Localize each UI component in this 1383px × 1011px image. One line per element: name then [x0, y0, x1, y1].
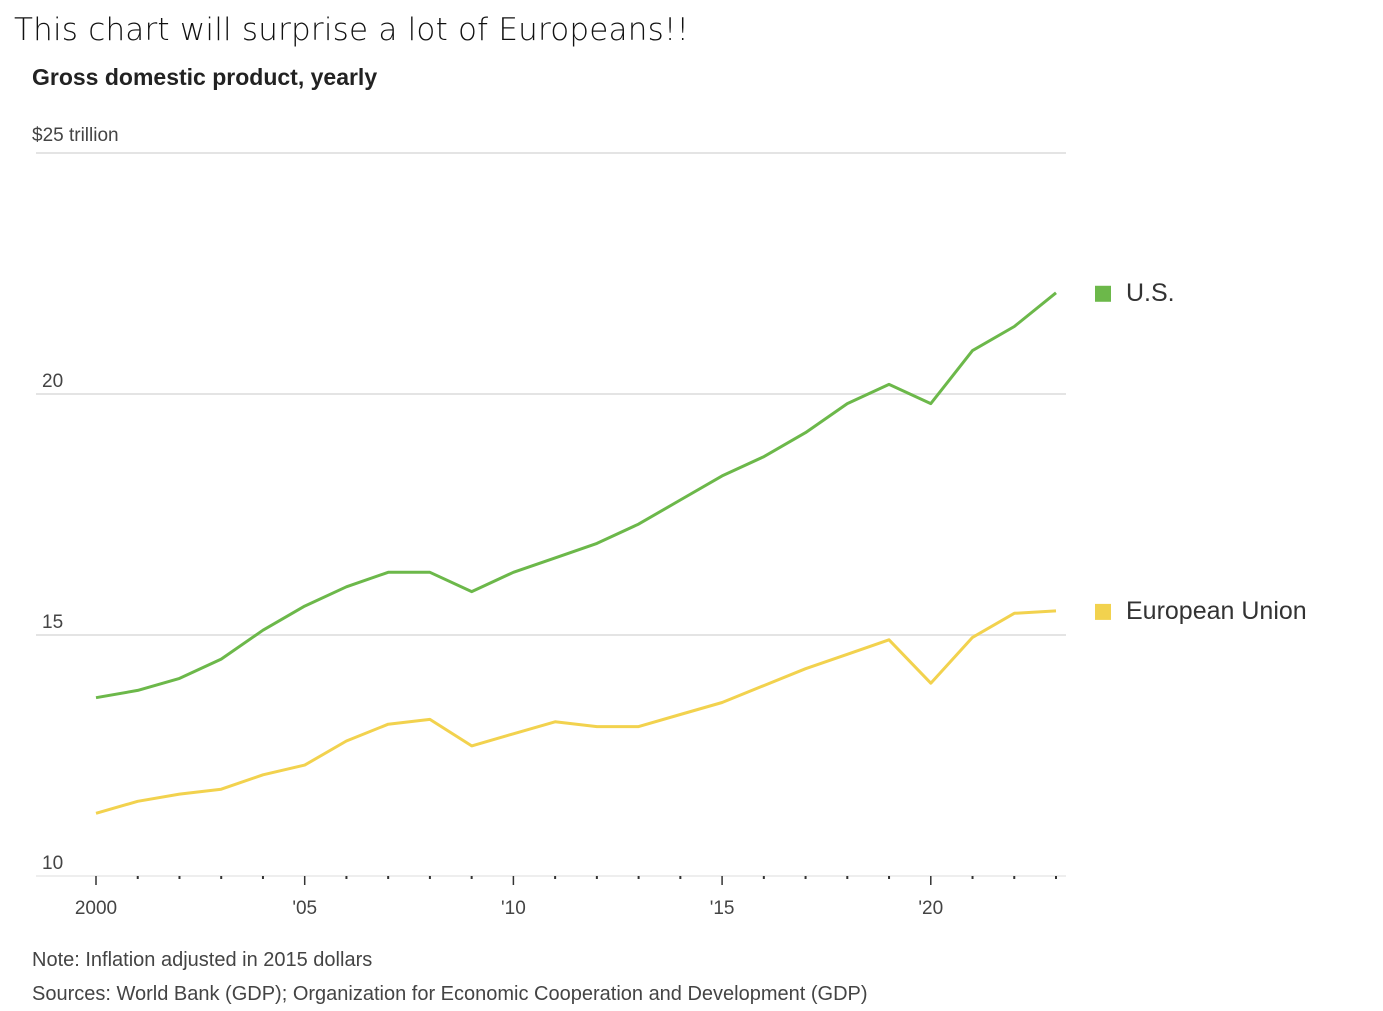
x-tick-label: '20: [918, 898, 943, 919]
y-tick-label: 15: [42, 612, 63, 633]
chart-notes: Note: Inflation adjusted in 2015 dollars…: [32, 943, 868, 1011]
y-unit-label: $25 trillion: [32, 125, 119, 146]
legend-label: U.S.: [1126, 279, 1175, 307]
x-tick-label: '10: [501, 898, 526, 919]
chart-title: Gross domestic product, yearly: [32, 64, 378, 90]
x-tick-label: '05: [292, 898, 317, 919]
x-tick-label: '15: [710, 898, 735, 919]
y-tick-label: 10: [42, 853, 63, 874]
sources-text: Sources: World Bank (GDP); Organization …: [32, 983, 868, 1005]
x-tick-label: 2000: [75, 898, 117, 919]
caption: This chart will surprise a lot of Europe…: [14, 12, 690, 48]
y-tick-label: 20: [42, 371, 63, 392]
legend-swatch: [1095, 603, 1111, 620]
series-line-us: [95, 291, 1057, 700]
note-text: Note: Inflation adjusted in 2015 dollars: [32, 949, 373, 971]
series-line-eu: [95, 609, 1057, 815]
legend-label: European Union: [1126, 597, 1307, 625]
legend-swatch: [1095, 285, 1111, 302]
